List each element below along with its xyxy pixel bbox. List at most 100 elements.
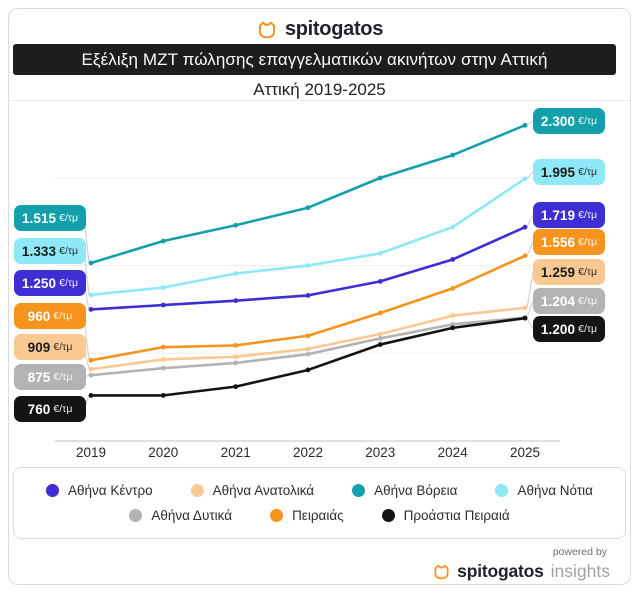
- chart-subtitle: Αττική 2019-2025: [253, 80, 386, 99]
- data-point: [305, 263, 311, 268]
- data-point: [88, 260, 94, 266]
- data-point: [88, 357, 94, 363]
- spitogatos-cat-icon: [258, 21, 276, 38]
- chart-title: Εξέλιξη ΜΖΤ πώλησης επαγγελματικών ακινή…: [81, 49, 548, 69]
- x-tick-2023: 2023: [365, 445, 396, 460]
- data-point: [450, 224, 456, 230]
- data-point: [233, 271, 239, 276]
- x-tick-2022: 2022: [292, 445, 324, 460]
- price-badge-Αθήνα Νότια: 1.995 €/τμ: [533, 159, 605, 185]
- data-point: [305, 351, 311, 357]
- data-point: [377, 250, 383, 256]
- legend-dot-icon: [129, 509, 143, 522]
- data-point: [160, 302, 166, 308]
- series-line-Αθήνα Νότια: [89, 177, 527, 297]
- data-point: [305, 333, 311, 339]
- price-badge-Αθήνα Κέντρο: 1.250 €/τμ: [14, 270, 86, 296]
- series-line-Αθήνα Βόρεια: [89, 123, 527, 265]
- legend-label: Πειραιάς: [292, 508, 344, 523]
- data-point: [377, 310, 383, 316]
- data-point: [450, 313, 456, 318]
- legend-label: Αθήνα Δυτικά: [151, 508, 233, 523]
- data-point: [88, 392, 94, 398]
- brand-name: spitogatos: [284, 18, 384, 40]
- x-tick-2025: 2025: [509, 445, 541, 460]
- x-tick-2024: 2024: [437, 445, 468, 460]
- legend-dot-icon: [495, 484, 509, 497]
- legend-dot-icon: [46, 484, 60, 497]
- data-point: [522, 315, 528, 321]
- series-line-Πειραιάς: [89, 254, 527, 362]
- data-point: [88, 307, 94, 312]
- price-badge-Προάστια Πειραιά: 1.200 €/τμ: [533, 316, 605, 342]
- legend-label: Αθήνα Ανατολικά: [212, 483, 315, 498]
- data-point: [160, 357, 166, 362]
- data-point: [522, 305, 528, 311]
- legend-dot-icon: [270, 509, 284, 522]
- data-point: [377, 342, 383, 347]
- data-point: [233, 354, 239, 360]
- data-point: [522, 122, 528, 128]
- data-point: [233, 222, 239, 228]
- footer: powered by spitogatos insights: [432, 546, 610, 582]
- price-badge-Πειραιάς: 1.556 €/τμ: [533, 229, 605, 255]
- series-line-Αθήνα Ανατολικά: [89, 306, 527, 371]
- legend-label: Αθήνα Κέντρο: [68, 483, 153, 498]
- legend-dot-icon: [190, 484, 204, 497]
- data-point: [160, 344, 166, 350]
- data-point: [305, 205, 311, 211]
- badge-connector: [526, 171, 534, 180]
- price-badge-Αθήνα Δυτικά: 875 €/τμ: [14, 364, 86, 390]
- data-point: [233, 298, 239, 304]
- data-point: [377, 335, 383, 341]
- badge-connector: [526, 241, 534, 256]
- data-point: [522, 224, 528, 230]
- price-badge-Αθήνα Βόρεια: 1.515 €/τμ: [14, 205, 86, 231]
- legend-label: Προάστια Πειραιά: [403, 508, 510, 523]
- x-tick-2020: 2020: [148, 445, 179, 460]
- data-point: [305, 293, 311, 298]
- data-point: [522, 253, 528, 259]
- data-point: [522, 176, 528, 182]
- data-point: [88, 372, 94, 378]
- data-point: [305, 346, 311, 352]
- data-point: [377, 331, 383, 337]
- legend-item-Αθήνα Κέντρο: Αθήνα Κέντρο: [46, 483, 153, 498]
- footer-brand-name: spitogatos: [457, 561, 544, 581]
- data-point: [88, 292, 94, 298]
- legend-item-Προάστια Πειραιά: Προάστια Πειραιά: [381, 508, 510, 523]
- powered-by-label: powered by: [552, 546, 607, 558]
- legend-dot-icon: [381, 509, 395, 522]
- data-point: [160, 238, 166, 244]
- data-point: [450, 257, 456, 262]
- chart-title-bar: Εξέλιξη ΜΖΤ πώλησης επαγγελματικών ακινή…: [13, 44, 616, 75]
- data-point: [377, 175, 383, 181]
- header-divider: [9, 100, 630, 101]
- legend-item-Πειραιάς: Πειραιάς: [270, 508, 344, 523]
- legend-item-Αθήνα Νότια: Αθήνα Νότια: [495, 483, 593, 498]
- x-tick-2019: 2019: [75, 445, 107, 460]
- badge-connector: [526, 120, 534, 126]
- legend-item-Αθήνα Ανατολικά: Αθήνα Ανατολικά: [190, 483, 315, 498]
- legend-item-Αθήνα Δυτικά: Αθήνα Δυτικά: [129, 508, 232, 523]
- spitogatos-cat-icon: [434, 564, 449, 579]
- data-point: [450, 321, 456, 327]
- price-badge-Αθήνα Νότια: 1.333 €/τμ: [14, 238, 86, 264]
- price-badge-Αθήνα Κέντρο: 1.719 €/τμ: [533, 202, 605, 228]
- data-point: [450, 152, 456, 158]
- badge-connector: [526, 214, 534, 228]
- price-badge-Προάστια Πειραιά: 760 €/τμ: [14, 396, 86, 422]
- legend-row: Αθήνα Δυτικά Πειραιάς Προάστια Πειραιά: [14, 508, 625, 523]
- data-point: [305, 367, 311, 373]
- data-point: [233, 343, 239, 348]
- data-point: [88, 366, 94, 372]
- legend-label: Αθήνα Βόρεια: [374, 483, 458, 498]
- data-point: [233, 360, 239, 366]
- chart-legend: Αθήνα Κέντρο Αθήνα Ανατολικά Αθήνα Βόρεια Α…: [13, 467, 626, 539]
- legend-row: Αθήνα Κέντρο Αθήνα Ανατολικά Αθήνα Βόρεια Α…: [14, 483, 625, 498]
- price-evolution-chart: 1.515 €/τμ 2.300 €/τμ 1.333 €/τμ 1.995 €/τμ 1.25…: [9, 100, 630, 462]
- x-tick-2021: 2021: [220, 445, 251, 460]
- data-point: [160, 365, 166, 371]
- series-line-Προάστια Πειραιά: [89, 316, 527, 397]
- legend-label: Αθήνα Νότια: [517, 483, 593, 498]
